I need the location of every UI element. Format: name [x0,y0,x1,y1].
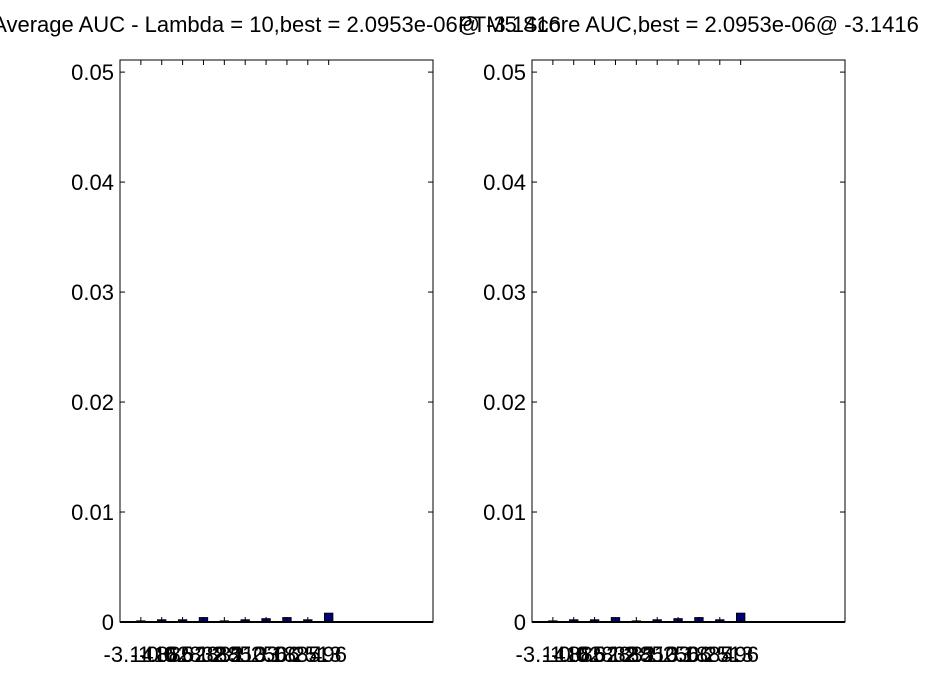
x-tick-label: 0.1885 [253,642,320,667]
chart-title: PTM5 Score AUC,best = 2.0953e-06@ -3.141… [458,12,919,37]
y-tick-label: 0.05 [71,60,114,85]
y-tick-label: 0.01 [71,500,114,525]
y-tick-label: 0 [514,610,526,635]
y-tick-label: 0.02 [71,390,114,415]
x-tick-label: 2.5133 [212,642,279,667]
x-tick-label: -0.62832 [551,642,638,667]
x-tick-label: 496 [310,642,347,667]
x-tick-label: -1.885 [131,642,193,667]
y-tick-label: 0.03 [71,280,114,305]
axes-background [532,60,845,622]
y-tick-label: 0.03 [483,280,526,305]
y-tick-label: 0 [102,610,114,635]
x-tick-label: 0.62832 [576,642,656,667]
x-tick-label: 496 [722,642,759,667]
x-tick-label: 1.885 [197,642,252,667]
x-tick-label: -3.1416 [516,642,591,667]
y-tick-label: 0.04 [483,170,526,195]
y-tick-label: 0.04 [71,170,114,195]
x-tick-label: 0.62832 [164,642,244,667]
y-tick-label: 0.01 [483,500,526,525]
x-tick-label: 1.885 [609,642,664,667]
x-tick-label: 0.1885 [665,642,732,667]
x-tick-label: -3.1416 [104,642,179,667]
x-tick-label: 1.2566 [232,642,299,667]
axes-background [120,60,433,622]
x-tick-label: 0.2513 [686,642,753,667]
x-tick-label: 0.2513 [274,642,341,667]
y-tick-label: 0.05 [483,60,526,85]
x-tick-label: 1.2566 [644,642,711,667]
y-tick-label: 0.02 [483,390,526,415]
chart-title: Average AUC - Lambda = 10,best = 2.0953e… [0,12,561,37]
x-tick-label: -1.885 [543,642,605,667]
x-tick-label: 2.5133 [624,642,691,667]
x-tick-label: -0.62832 [139,642,226,667]
